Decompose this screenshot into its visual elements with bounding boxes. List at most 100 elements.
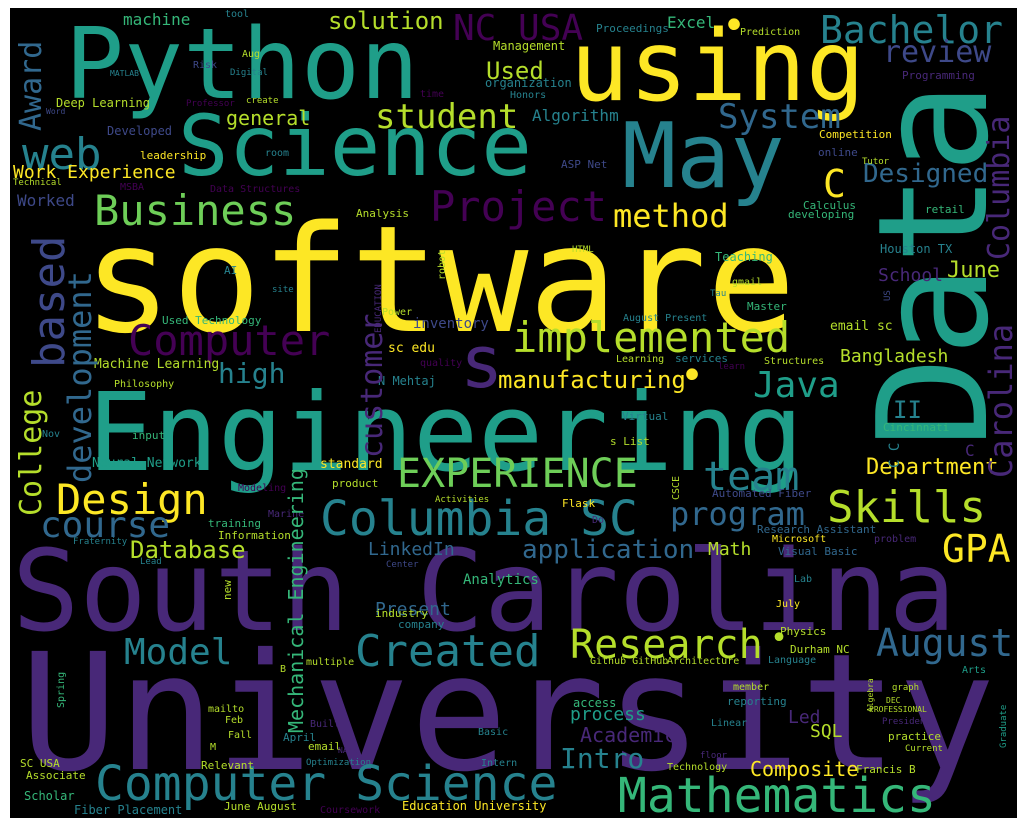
word: new	[222, 580, 233, 600]
word: C	[823, 165, 846, 203]
word: Philosophy	[114, 380, 174, 390]
word: LinkedIn	[368, 541, 455, 559]
word: quality	[420, 359, 462, 369]
dot-glyph: •	[680, 356, 704, 396]
word: Risk	[193, 61, 217, 71]
word: Professor	[186, 100, 235, 109]
word: Basic	[478, 728, 508, 738]
word: Virtual	[622, 411, 668, 422]
word: Language	[768, 656, 816, 666]
word: C	[965, 443, 975, 459]
word: Algebra	[867, 678, 875, 712]
word: Competition	[819, 129, 892, 140]
word: Programming	[902, 70, 975, 81]
word: Data Structures	[210, 185, 300, 195]
word: s	[460, 326, 503, 398]
word: s List	[610, 436, 650, 447]
word: Arts	[962, 666, 986, 676]
word: Tau	[710, 290, 726, 299]
word: Master	[747, 301, 787, 312]
word: Mechanical Engineering	[286, 468, 306, 733]
word: Scholar	[24, 790, 75, 802]
word: graph	[892, 684, 919, 693]
word: developing	[788, 209, 854, 220]
word: Activities	[435, 496, 489, 505]
word: application	[522, 537, 694, 563]
word: Technology	[667, 763, 727, 773]
dot-glyph: •	[770, 624, 788, 654]
word: PROFESSIONAL	[869, 706, 927, 714]
word: Used Technology	[162, 315, 261, 326]
word: Created	[355, 630, 540, 674]
word: Intro	[560, 745, 644, 773]
word: access	[573, 697, 616, 709]
word: Machine Learning	[94, 358, 219, 371]
word: learn	[718, 363, 745, 372]
word: Excel	[667, 15, 715, 31]
word: Department	[866, 457, 998, 479]
word: Proceedings	[596, 23, 669, 34]
word: August	[876, 624, 1013, 662]
word: August Present	[623, 314, 707, 324]
word: M	[210, 743, 216, 753]
word: Learning	[616, 355, 664, 365]
word: CSCE	[672, 476, 682, 500]
word: Management	[493, 40, 565, 52]
word: SQL	[810, 723, 843, 741]
word: general	[226, 108, 310, 128]
word: leadership	[140, 150, 206, 161]
word: GPA	[942, 530, 1011, 568]
word: Analysis	[356, 208, 409, 219]
word: MSBA	[120, 183, 144, 193]
word: reporting	[727, 696, 787, 707]
word: retail	[925, 204, 965, 215]
word: high	[218, 360, 285, 388]
word: ASP Net	[561, 159, 607, 170]
word: Modeling	[238, 484, 286, 494]
word: Architecture	[667, 657, 739, 667]
word: Flask	[562, 498, 595, 509]
word: student	[375, 100, 518, 134]
word: June August	[224, 801, 297, 812]
word: Deep Learning	[56, 97, 150, 109]
word: Aug	[242, 50, 260, 60]
word: Optimization	[306, 759, 371, 768]
word: sc edu	[388, 342, 435, 355]
word: July	[776, 600, 800, 610]
word: floor	[700, 752, 727, 761]
word: input	[132, 430, 165, 441]
word: Bangladesh	[840, 348, 948, 366]
word: EXPERIENCE	[397, 454, 638, 494]
word: Microsoft	[772, 535, 826, 545]
word: Algorithm	[532, 108, 619, 124]
word: standard	[320, 458, 383, 471]
word: robot	[438, 250, 448, 280]
word: time	[420, 90, 444, 100]
word: College	[17, 390, 47, 516]
word: Built	[310, 720, 340, 730]
word: solution	[328, 9, 444, 33]
word: Worked	[17, 193, 75, 209]
word: online	[818, 147, 858, 158]
word: EDUCATION	[375, 284, 384, 333]
word: Technical	[13, 179, 62, 188]
word: Award	[17, 41, 47, 131]
word: Education University	[402, 800, 547, 812]
word: AI	[224, 265, 237, 276]
word: Neural Network	[92, 457, 202, 470]
word: Math	[708, 541, 751, 559]
word: Linear	[711, 719, 747, 729]
word: Associate	[26, 770, 86, 781]
word: Carolina	[985, 324, 1017, 478]
word: site	[272, 286, 294, 295]
word: Honors	[510, 91, 546, 101]
word: training	[208, 518, 261, 529]
word: Cincinnati	[883, 422, 949, 433]
word: NAME	[338, 747, 357, 755]
word: Analytics	[463, 573, 539, 587]
word: Composite	[750, 759, 858, 779]
dot-glyph: •	[722, 8, 746, 46]
word: multiple	[306, 658, 354, 668]
word: Do	[592, 516, 604, 526]
word: Academic	[580, 725, 676, 745]
